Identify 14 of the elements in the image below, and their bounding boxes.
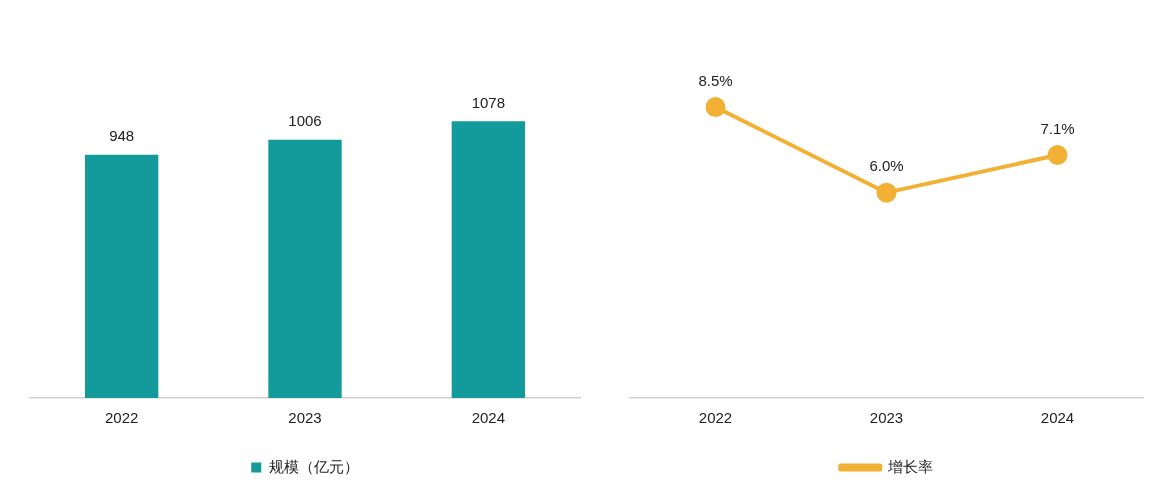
x-tick-label: 2024 bbox=[1040, 409, 1075, 427]
data-label: 1078 bbox=[471, 93, 506, 111]
data-label: 8.5% bbox=[698, 71, 733, 89]
x-tick-label: 2024 bbox=[471, 409, 506, 427]
legend-label: 增长率 bbox=[886, 457, 933, 475]
data-label: 948 bbox=[109, 127, 135, 145]
x-tick-label: 2022 bbox=[104, 409, 139, 427]
x-tick-label: 2023 bbox=[288, 409, 322, 427]
x-tick-label: 2022 bbox=[698, 409, 733, 427]
data-label: 1006 bbox=[288, 112, 322, 130]
legend-label: 规模（亿元） bbox=[268, 457, 359, 475]
data-label: 7.1% bbox=[1040, 119, 1075, 137]
x-tick-label: 2023 bbox=[869, 409, 904, 427]
data-label: 6.0% bbox=[869, 157, 904, 175]
